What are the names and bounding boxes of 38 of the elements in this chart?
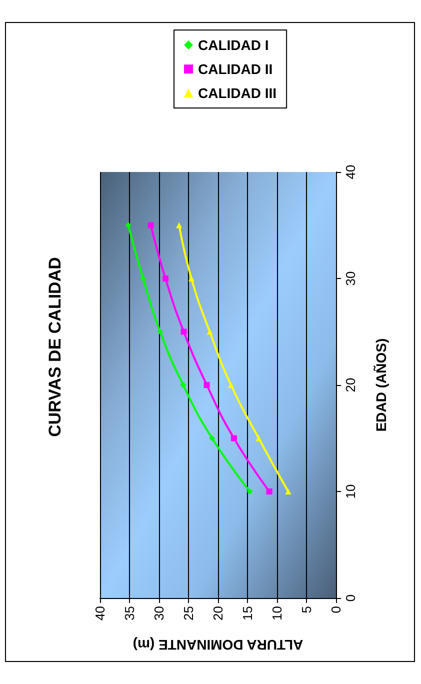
x-tick-label: 30 <box>152 606 166 620</box>
point <box>206 328 213 335</box>
legend-label: CALIDAD II <box>198 61 273 77</box>
point <box>266 488 272 494</box>
point <box>230 435 237 442</box>
point <box>204 382 210 388</box>
legend-label: CALIDAD III <box>198 85 277 101</box>
point <box>209 435 216 442</box>
point <box>256 435 262 442</box>
point <box>176 222 182 228</box>
x-tick-label: 35 <box>122 606 137 620</box>
point <box>157 328 164 335</box>
point <box>188 276 194 282</box>
x-axis-title: ALTURA DOMINANTE (m) <box>132 637 304 653</box>
point <box>180 382 186 388</box>
legend-label: CALIDAD I <box>198 37 269 53</box>
x-tick-label: 40 <box>92 606 108 620</box>
point <box>180 328 187 335</box>
y-tick-label: 30 <box>343 271 358 286</box>
x-tick-label: 5 <box>299 606 314 614</box>
x-tick-label: 25 <box>181 606 196 620</box>
point <box>148 222 154 228</box>
point <box>162 276 168 282</box>
y-tick-label: 0 <box>343 594 358 602</box>
y-axis-title: EDAD (AÑOS) <box>373 338 389 432</box>
point <box>228 382 234 388</box>
y-tick-label: 20 <box>343 378 358 392</box>
y-tick-label: 10 <box>343 484 358 499</box>
x-tick-label: 0 <box>328 606 344 614</box>
y-tick-label: 40 <box>343 164 358 180</box>
x-tick-label: 20 <box>210 606 226 620</box>
x-tick-label: 10 <box>270 606 284 620</box>
point <box>246 488 253 494</box>
text: CURVAS DE CALIDAD <box>46 257 64 437</box>
point <box>285 488 292 494</box>
point <box>125 222 132 228</box>
point <box>140 276 146 282</box>
x-tick-label: 15 <box>240 606 255 620</box>
